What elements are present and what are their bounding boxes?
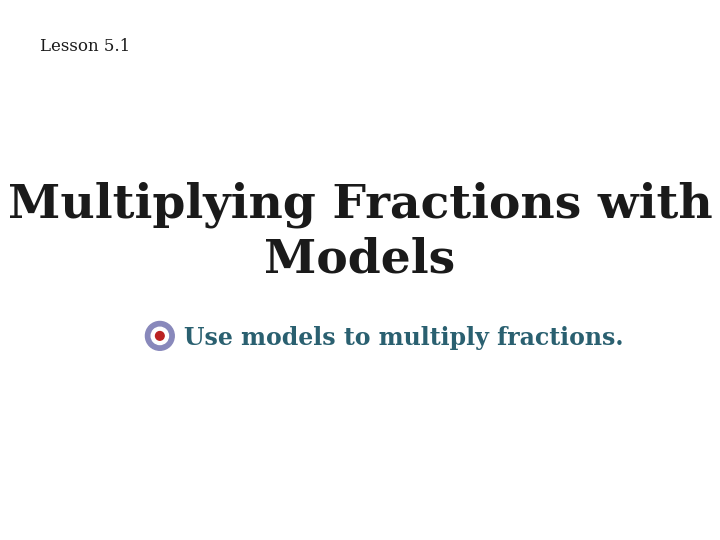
Ellipse shape bbox=[145, 321, 174, 350]
Ellipse shape bbox=[151, 327, 168, 345]
Ellipse shape bbox=[156, 332, 164, 340]
Text: Lesson 5.1: Lesson 5.1 bbox=[40, 38, 130, 55]
Text: Use models to multiply fractions.: Use models to multiply fractions. bbox=[184, 326, 623, 349]
Text: Multiplying Fractions with
Models: Multiplying Fractions with Models bbox=[8, 181, 712, 283]
